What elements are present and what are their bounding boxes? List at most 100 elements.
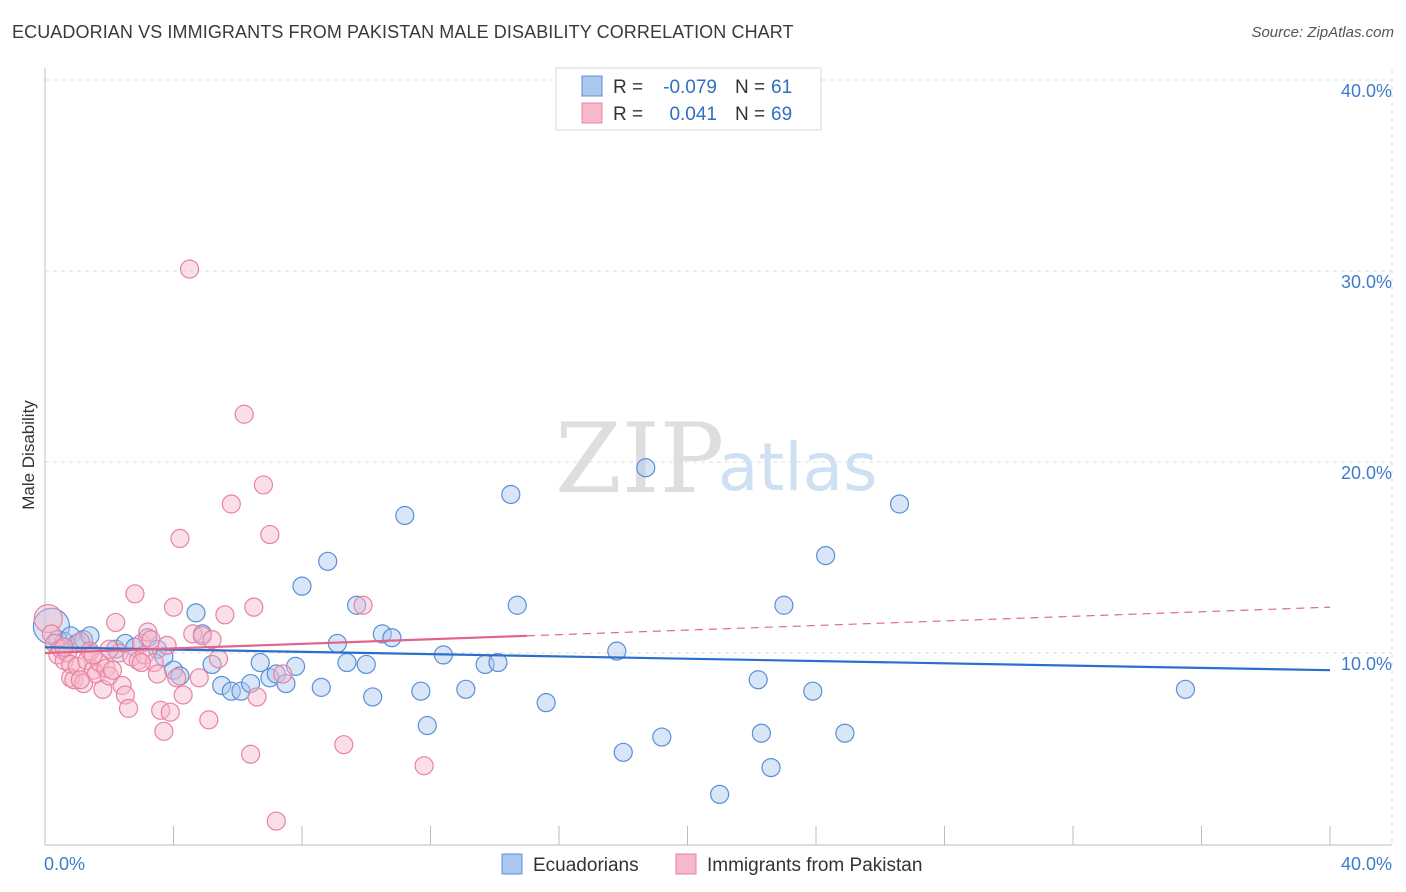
- pakistan-point: [266, 811, 286, 831]
- trend-lines: [44, 606, 1331, 672]
- ecuadorian-point: [318, 551, 338, 571]
- pakistan-point: [99, 666, 119, 686]
- legend-n-value: 61: [771, 77, 792, 98]
- pakistan-point: [215, 605, 235, 625]
- legend-n-value: 69: [771, 104, 792, 125]
- pakistan-point: [241, 744, 261, 764]
- pakistan-point: [70, 670, 90, 690]
- pakistan-point: [160, 702, 180, 722]
- ecuadorian-point: [710, 784, 730, 804]
- pakistan-point: [208, 649, 229, 669]
- pakistan-point: [183, 624, 203, 644]
- y-tick-label: 10.0%: [1341, 654, 1392, 674]
- ecuadorian-point: [488, 652, 508, 673]
- ecuadorian-point: [80, 626, 100, 646]
- ecuadorian-point: [507, 595, 527, 615]
- ecuadorian-point: [613, 742, 633, 762]
- pakistan-point: [173, 685, 193, 705]
- ecuadorian-point: [250, 652, 270, 673]
- ecuadorian-point: [748, 670, 768, 690]
- legend-r-value: 0.041: [669, 104, 717, 125]
- ecuadorian-point: [456, 679, 476, 699]
- legend-r-label: R =: [613, 104, 643, 125]
- pakistan-point: [189, 668, 209, 688]
- x-tick-label-max: 40.0%: [1341, 854, 1392, 874]
- pakistan-point: [151, 700, 171, 720]
- pakistan-point: [131, 652, 151, 673]
- ecuadorian-point: [347, 595, 367, 615]
- x-tick-label-min: 0.0%: [44, 854, 85, 874]
- ecuadorian-point: [411, 681, 431, 701]
- legend-n-label: N =: [735, 104, 765, 125]
- y-tick-label: 40.0%: [1341, 81, 1392, 101]
- grid: [45, 70, 1393, 845]
- ecuadorian-point: [186, 603, 206, 623]
- watermark-zip: ZIP: [555, 403, 724, 515]
- ecuadorian-point: [803, 681, 823, 701]
- ecuadorian-point: [356, 654, 376, 675]
- pakistan-point: [234, 404, 254, 424]
- pakistan-point: [260, 524, 280, 545]
- ecuadorian-point: [889, 494, 910, 514]
- pakistan-point: [273, 664, 293, 684]
- pakistan-point: [170, 528, 190, 549]
- pakistan-point: [221, 494, 241, 514]
- pakistan-point: [147, 664, 168, 684]
- ecuadorian-point: [751, 723, 771, 743]
- pakistan-point: [247, 687, 267, 707]
- ecuadorian-point: [382, 628, 402, 648]
- ecuadorian-point: [652, 727, 672, 747]
- ecuadorian-point: [337, 652, 357, 673]
- y-tick-label: 20.0%: [1341, 463, 1392, 483]
- ecuadorian-point: [212, 675, 232, 696]
- pakistan-point: [414, 756, 434, 776]
- ecuadorian-point: [536, 693, 556, 713]
- pakistan-point: [334, 735, 354, 755]
- legend-swatch: [581, 75, 603, 97]
- ecuadorian-point: [292, 576, 312, 596]
- pakistan-point: [353, 595, 373, 615]
- pakistan-point: [167, 668, 187, 688]
- ecuadorian-point: [1175, 679, 1196, 699]
- trend-line-ecuadorians: [44, 646, 1331, 672]
- bottom-legend-label: Immigrants from Pakistan: [707, 855, 922, 876]
- ecuadorian-point: [816, 545, 836, 566]
- ecuadorian-point: [774, 595, 794, 615]
- legend-r-value: -0.079: [663, 77, 717, 98]
- correlation-legend: R = -0.079 N = 61 R = 0.041 N = 69: [555, 67, 822, 131]
- ecuadorian-point: [311, 677, 331, 697]
- chart-title: ECUADORIAN VS IMMIGRANTS FROM PAKISTAN M…: [12, 22, 794, 42]
- pakistan-point: [163, 597, 184, 617]
- bottom-legend-swatch: [675, 853, 697, 875]
- y-axis-title: Male Disability: [19, 400, 38, 510]
- axes: 10.0% 20.0% 30.0% 40.0% 0.0% 40.0% Male Disabi…: [19, 68, 1392, 874]
- data-points: [32, 259, 1196, 831]
- legend-n-label: N =: [735, 77, 765, 98]
- pakistan-point: [244, 597, 264, 617]
- pakistan-point: [118, 698, 139, 718]
- legend-swatch: [581, 102, 603, 124]
- ecuadorian-point: [501, 484, 521, 505]
- ecuadorian-point: [363, 687, 383, 707]
- pakistan-point: [102, 660, 123, 680]
- pakistan-point: [202, 630, 222, 650]
- watermark-atlas: atlas: [718, 429, 878, 506]
- pakistan-point: [179, 259, 200, 279]
- ecuadorian-point: [761, 757, 781, 778]
- ecuadorian-point: [835, 723, 855, 743]
- pakistan-point: [192, 626, 213, 646]
- ecuadorian-point: [417, 715, 437, 736]
- ecuadorian-point: [636, 458, 656, 478]
- pakistan-point: [106, 612, 126, 633]
- pakistan-point: [199, 710, 219, 730]
- series-legend: Ecuadorians Immigrants from Pakistan: [501, 853, 922, 876]
- trend-line-pakistan-solid: [44, 634, 527, 655]
- watermark: ZIP atlas: [555, 403, 878, 515]
- bottom-legend-label: Ecuadorians: [533, 855, 639, 876]
- pakistan-point: [141, 630, 161, 650]
- pakistan-point: [154, 721, 174, 741]
- bottom-legend-swatch: [501, 853, 523, 875]
- pakistan-point: [253, 475, 274, 495]
- y-tick-label: 30.0%: [1341, 272, 1392, 292]
